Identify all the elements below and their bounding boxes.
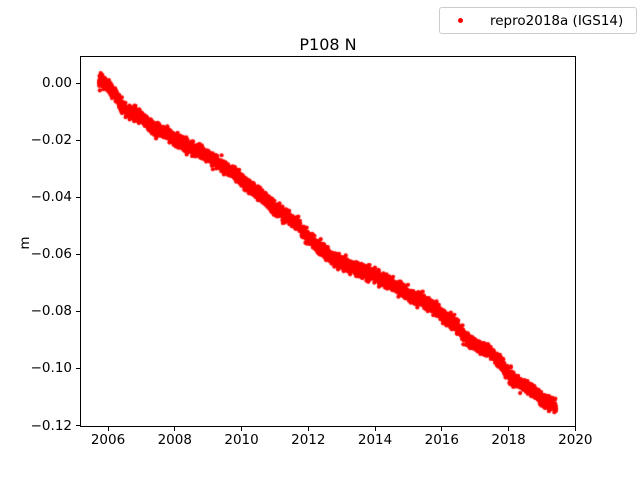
y-tick-label: −0.06 xyxy=(30,246,72,263)
x-tick-mark xyxy=(107,427,109,431)
x-tick-label: 2012 xyxy=(291,432,326,448)
x-tick-mark xyxy=(307,427,309,431)
x-tick-label: 2010 xyxy=(224,432,259,448)
x-tick-label: 2014 xyxy=(357,432,393,448)
x-tick-label: 2020 xyxy=(558,432,593,448)
chart-title: P108 N xyxy=(299,35,357,54)
y-tick-label: 0.00 xyxy=(41,75,72,92)
y-tick-mark xyxy=(76,310,80,312)
y-tick-label: −0.12 xyxy=(30,417,72,434)
x-tick-label: 2008 xyxy=(157,432,192,448)
x-tick-label: 2016 xyxy=(424,432,459,448)
x-tick-mark xyxy=(441,427,443,431)
x-tick-mark xyxy=(374,427,376,431)
y-tick-label: −0.10 xyxy=(30,360,72,377)
y-tick-mark xyxy=(76,367,80,369)
legend-label: repro2018a (IGS14) xyxy=(490,12,624,29)
x-tick-mark xyxy=(508,427,510,431)
y-tick-label: −0.08 xyxy=(30,303,72,320)
x-tick-label: 2006 xyxy=(90,432,126,448)
y-tick-mark xyxy=(76,253,80,255)
y-tick-mark xyxy=(76,82,80,84)
x-tick-label: 2018 xyxy=(491,432,526,448)
y-tick-mark xyxy=(76,425,80,427)
x-tick-mark xyxy=(174,427,176,431)
legend-marker-dot-icon xyxy=(458,18,463,23)
legend: repro2018a (IGS14) xyxy=(439,7,637,34)
y-tick-label: −0.04 xyxy=(30,189,72,206)
y-tick-mark xyxy=(76,139,80,141)
y-tick-label: −0.02 xyxy=(30,132,72,149)
scatter-canvas xyxy=(80,56,576,427)
y-tick-mark xyxy=(76,196,80,198)
x-tick-mark xyxy=(241,427,243,431)
x-tick-mark xyxy=(574,427,576,431)
